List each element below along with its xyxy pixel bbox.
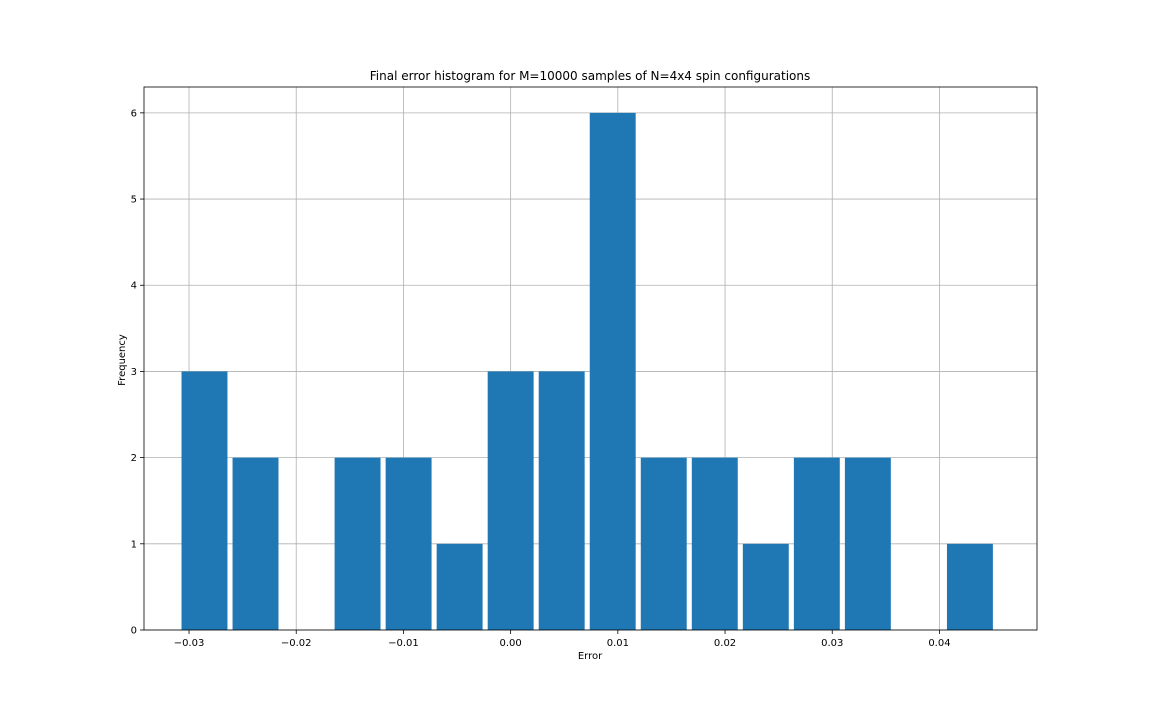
y-tick-label: 3 [131, 367, 137, 378]
y-tick-label: 6 [131, 108, 137, 119]
histogram-bar [793, 457, 840, 630]
x-tick-label: 0.01 [607, 638, 629, 649]
histogram-bar [538, 371, 585, 630]
histogram-bar [334, 457, 381, 630]
histogram-bar [181, 371, 228, 630]
histogram-bar [487, 371, 534, 630]
histogram-bar [946, 543, 993, 630]
plot-frame [143, 86, 1038, 631]
y-axis-label: Frequency [117, 334, 128, 386]
y-tick-label: 5 [131, 195, 137, 206]
x-tick-label: 0.04 [928, 638, 950, 649]
histogram-bar [232, 457, 279, 630]
x-tick-label: −0.02 [281, 638, 312, 649]
y-tick-label: 1 [131, 539, 137, 550]
x-tick-label: −0.03 [174, 638, 205, 649]
histogram-bar [691, 457, 738, 630]
chart-title: Final error histogram for M=10000 sample… [370, 69, 810, 83]
bars [181, 112, 993, 631]
x-axis-ticks: −0.03 −0.02 −0.01 0.00 0.01 0.02 0.03 0.04 [174, 630, 951, 649]
y-tick-label: 0 [131, 626, 137, 637]
x-tick-label: 0.02 [714, 638, 736, 649]
histogram-bar [385, 457, 432, 630]
x-axis-label: Error [578, 651, 603, 662]
y-axis-ticks: 0 1 2 3 4 5 6 [131, 108, 144, 637]
y-tick-label: 4 [131, 281, 137, 292]
histogram-bar [436, 543, 483, 630]
x-tick-label: −0.01 [388, 638, 419, 649]
histogram-bar [589, 112, 636, 631]
histogram-bar [640, 457, 687, 630]
y-tick-label: 2 [131, 453, 137, 464]
x-tick-label: 0.00 [500, 638, 522, 649]
x-tick-label: 0.03 [821, 638, 843, 649]
histogram-bar [844, 457, 891, 630]
histogram-bar [742, 543, 789, 630]
